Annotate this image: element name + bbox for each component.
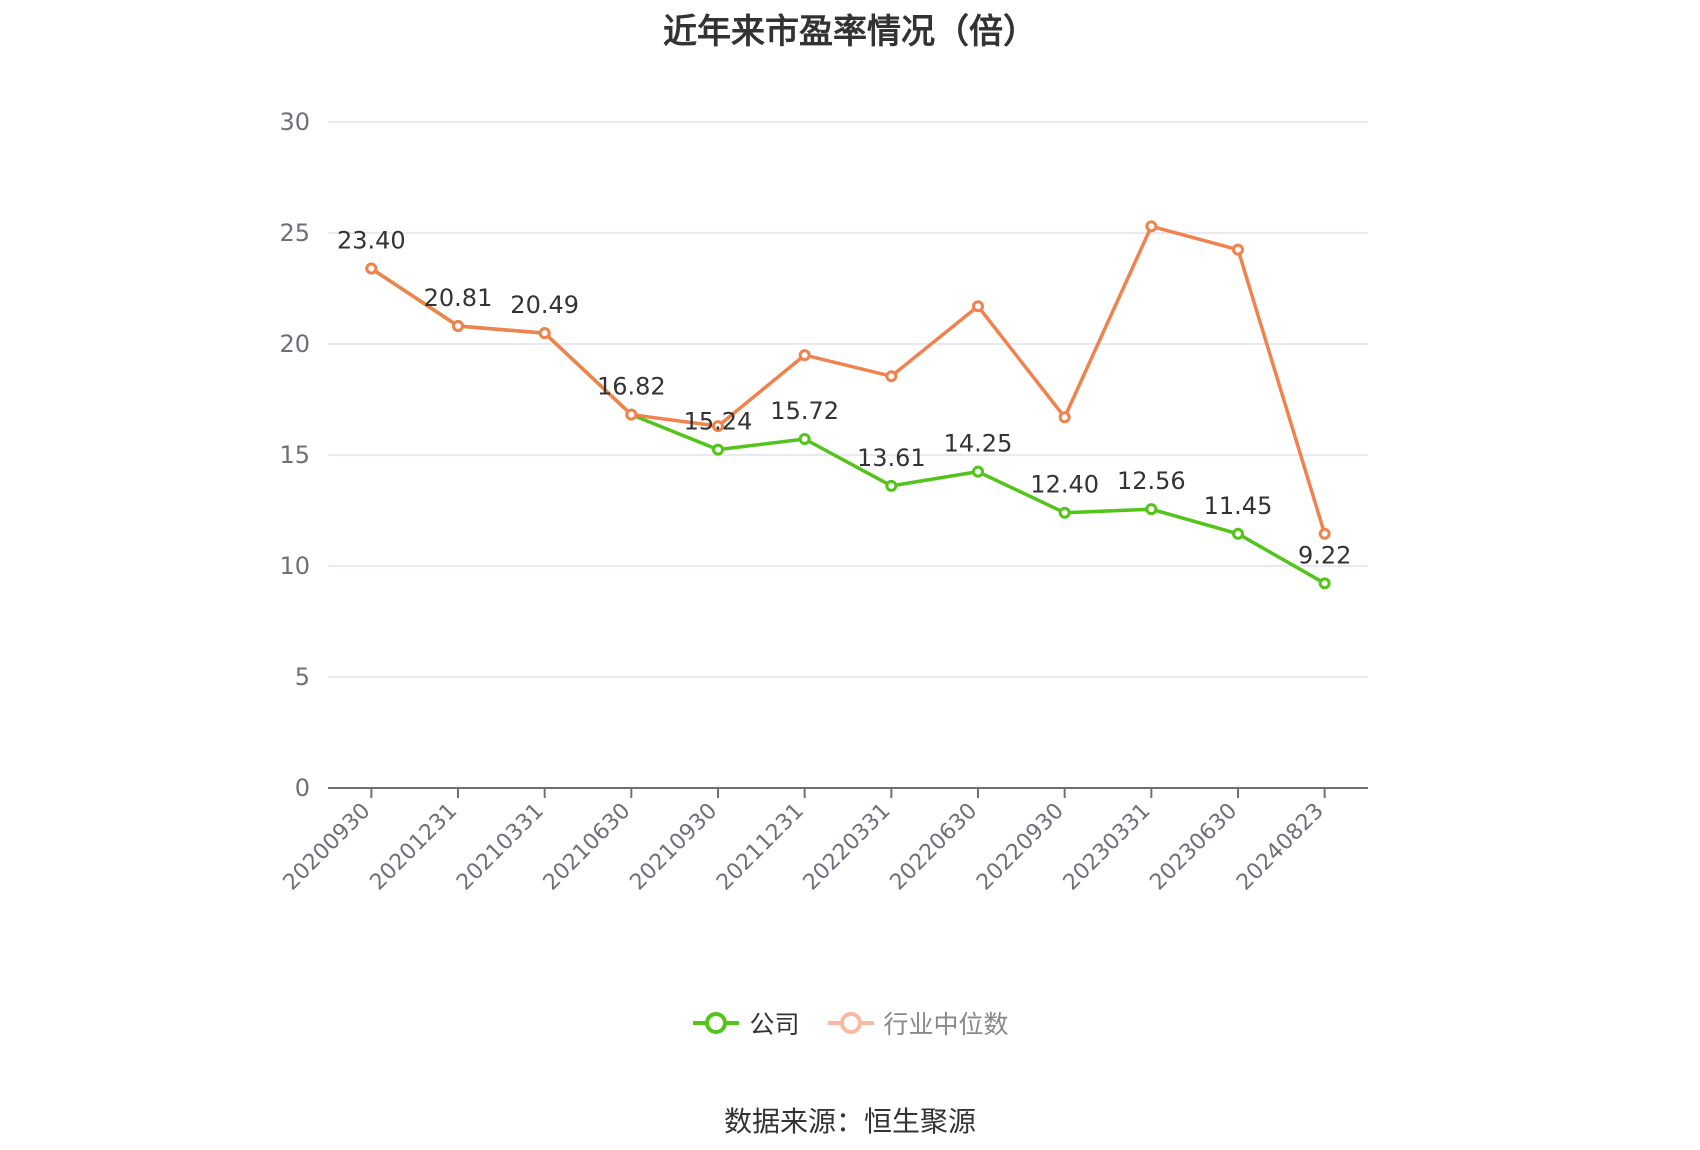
- x-tick-label: 20220630: [885, 799, 982, 896]
- x-tick-label: 20220930: [972, 799, 1069, 896]
- company-data-label: 14.25: [944, 430, 1013, 458]
- x-tick-label: 20210630: [539, 799, 636, 896]
- x-tick-label: 20211231: [712, 799, 809, 896]
- company-data-label: 9.22: [1298, 541, 1351, 569]
- y-tick-label: 15: [279, 441, 310, 469]
- x-tick-label: 20210930: [625, 799, 722, 896]
- company-data-label: 20.49: [510, 291, 579, 319]
- company-series-point: [1318, 577, 1331, 590]
- industry-series-point: [625, 408, 638, 421]
- company-data-label: 12.40: [1030, 471, 1099, 499]
- company-data-label: 16.82: [597, 373, 666, 401]
- legend-item-industry[interactable]: 行业中位数: [826, 1005, 1009, 1041]
- data-labels: 23.40 20.81 20.49 16.82 15.24 15.72 13.61 14.25…: [337, 227, 1351, 570]
- industry-series-point: [972, 300, 984, 313]
- industry-series-point: [538, 327, 551, 340]
- industry-series-point: [798, 349, 811, 362]
- legend-company-marker: [693, 1012, 740, 1034]
- chart-title: 近年来市盈率情况（倍）: [663, 12, 1037, 52]
- company-data-label: 15.24: [684, 408, 753, 436]
- company-series-point: [798, 433, 811, 446]
- company-series-point: [1058, 506, 1071, 519]
- legend: 公司 行业中位数: [0, 1005, 1700, 1041]
- legend-item-company[interactable]: 公司: [691, 1005, 800, 1041]
- data-source-note: 数据来源：恒生聚源: [723, 1105, 976, 1138]
- company-series-point: [1145, 503, 1158, 516]
- y-tick-label: 20: [279, 330, 310, 358]
- y-tick-label: 5: [295, 663, 310, 691]
- series-lines: [365, 220, 1331, 590]
- legend-industry-label: 行业中位数: [883, 1010, 1009, 1039]
- industry-series-point: [1145, 220, 1158, 233]
- industry-series-point: [452, 320, 464, 333]
- legend-industry-marker: [827, 1012, 874, 1034]
- company-data-label: 12.56: [1117, 467, 1186, 495]
- y-tick-label: 0: [295, 774, 310, 802]
- x-tick-label: 20240823: [1232, 799, 1329, 896]
- industry-series-line: [370, 224, 1327, 535]
- company-series-point: [1232, 527, 1244, 540]
- company-data-label: 23.40: [337, 227, 406, 255]
- company-series-point: [712, 443, 724, 456]
- x-tick-label: 20230331: [1059, 799, 1156, 896]
- y-tick-label: 10: [279, 552, 310, 580]
- industry-series-point: [365, 262, 378, 275]
- legend-company-label: 公司: [749, 1010, 800, 1039]
- industry-series-point: [712, 420, 724, 433]
- company-data-label: 11.45: [1204, 492, 1273, 520]
- x-tick-label: 20200930: [279, 799, 376, 896]
- x-tick-label: 20210331: [452, 799, 549, 896]
- x-tick-label: 20220331: [799, 799, 896, 896]
- company-data-label: 13.61: [857, 444, 926, 472]
- industry-series-point: [1318, 527, 1331, 540]
- y-tick-label: 25: [279, 219, 310, 247]
- company-data-label: 15.72: [770, 397, 839, 425]
- grid-lines: [328, 121, 1368, 678]
- industry-series-point: [885, 370, 898, 383]
- company-series-point: [972, 465, 984, 478]
- industry-series-point: [1232, 243, 1244, 256]
- company-series-point: [885, 479, 898, 492]
- x-tick-label: 20201231: [365, 799, 462, 896]
- company-data-label: 20.81: [424, 284, 493, 312]
- industry-series-point: [1058, 411, 1071, 424]
- x-tick-label: 20230630: [1145, 799, 1242, 896]
- y-tick-label: 30: [279, 108, 310, 136]
